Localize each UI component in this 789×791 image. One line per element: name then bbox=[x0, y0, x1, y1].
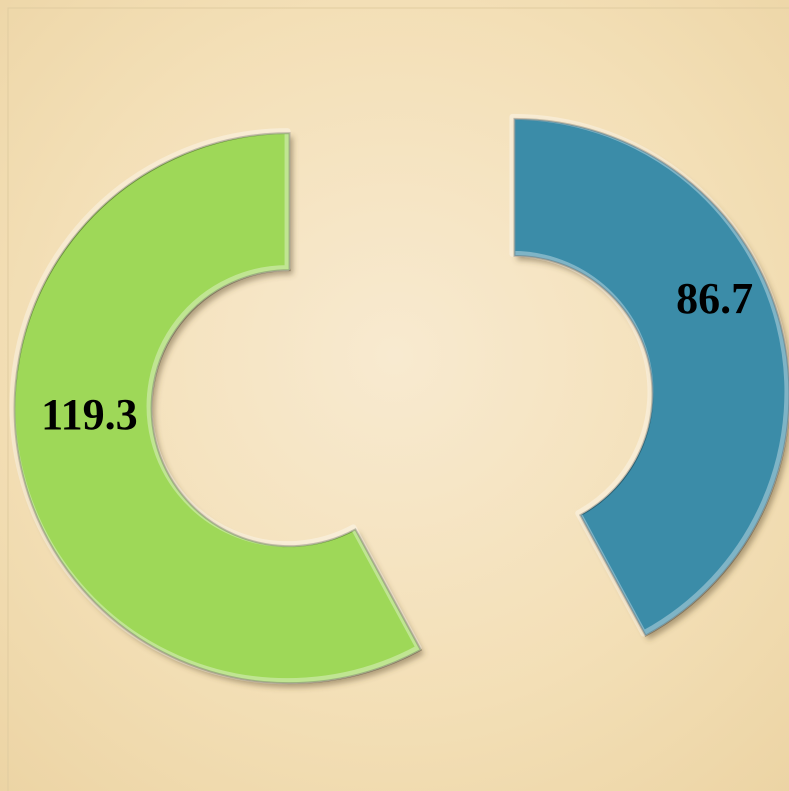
slices: 86.7 119.3 bbox=[9, 113, 789, 685]
doughnut-slice bbox=[13, 132, 423, 685]
slice-highlight bbox=[9, 128, 422, 685]
data-label: 119.3 bbox=[41, 390, 138, 439]
data-label: 86.7 bbox=[676, 274, 753, 323]
doughnut-slice bbox=[513, 117, 789, 637]
plot-border bbox=[7, 7, 789, 791]
slice-highlight bbox=[509, 113, 789, 637]
